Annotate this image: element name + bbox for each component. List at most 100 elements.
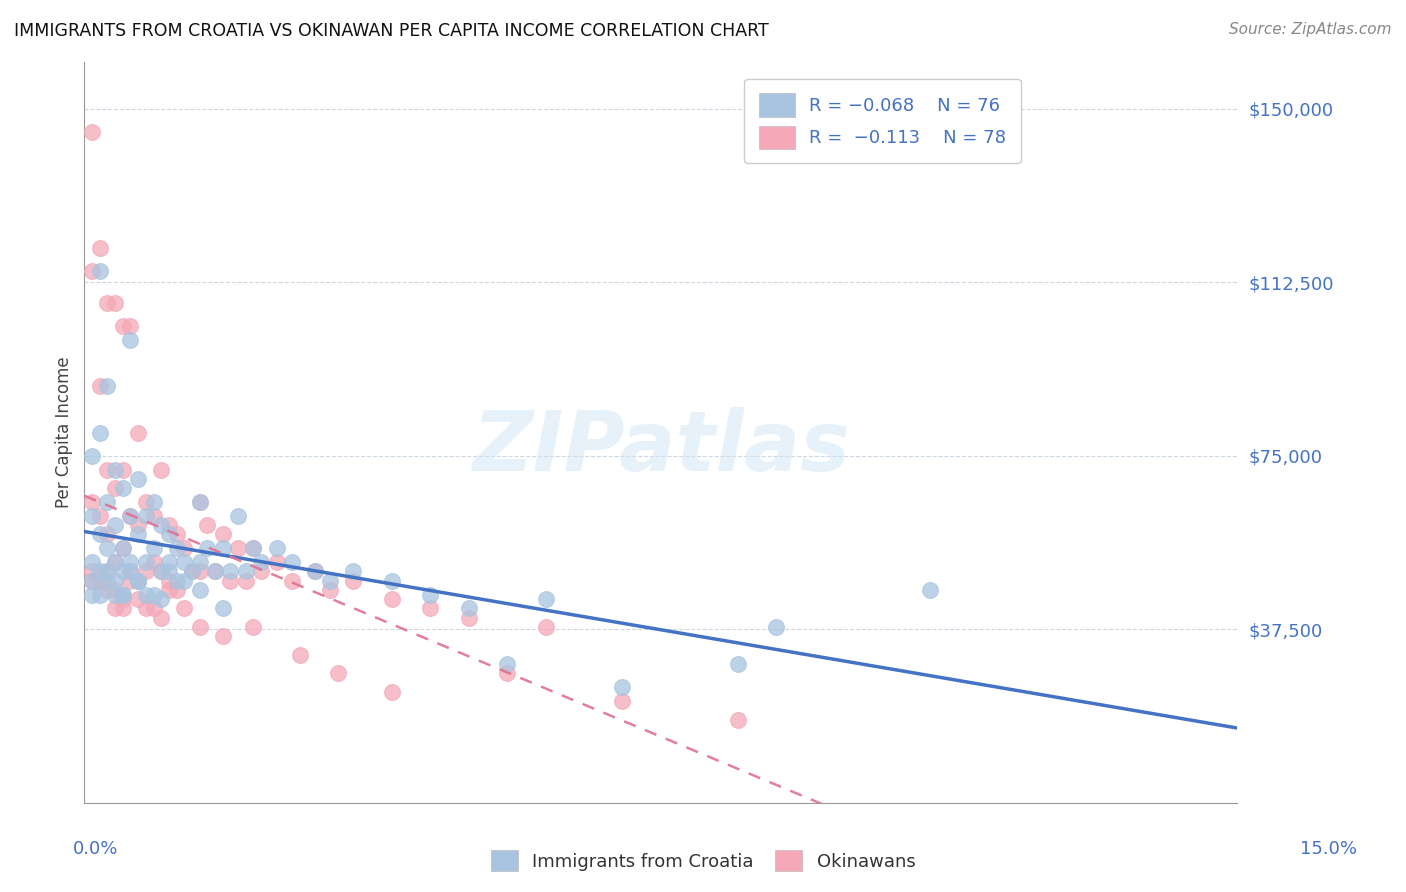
Point [457, 610, 479, 624]
Point [127, 472, 149, 486]
Point [235, 574, 257, 588]
Point [457, 601, 479, 615]
Point [127, 518, 149, 533]
Point [188, 495, 211, 509]
Point [111, 319, 134, 334]
Point [80, 449, 103, 463]
Point [80, 508, 103, 523]
Point [181, 565, 204, 579]
Point [104, 588, 127, 602]
Point [496, 657, 519, 671]
Point [104, 296, 127, 310]
Point [304, 565, 326, 579]
Point [127, 574, 149, 588]
Point [96, 379, 118, 393]
Point [304, 565, 326, 579]
Point [111, 481, 134, 495]
Point [135, 601, 157, 615]
Point [89, 574, 111, 588]
Point [96, 296, 118, 310]
Point [135, 495, 157, 509]
Legend: Immigrants from Croatia, Okinawans: Immigrants from Croatia, Okinawans [484, 843, 922, 879]
Point [96, 565, 118, 579]
Point [612, 680, 634, 694]
Point [80, 555, 103, 569]
Text: ZIPatlas: ZIPatlas [472, 407, 849, 488]
Point [157, 527, 180, 541]
Point [219, 574, 242, 588]
Point [111, 588, 134, 602]
Point [111, 462, 134, 476]
Point [89, 263, 111, 277]
Point [89, 565, 111, 579]
Point [381, 574, 404, 588]
Point [166, 541, 188, 556]
Point [96, 527, 118, 541]
Point [419, 588, 441, 602]
Point [534, 592, 557, 607]
Point [89, 527, 111, 541]
Text: IMMIGRANTS FROM CROATIA VS OKINAWAN PER CAPITA INCOME CORRELATION CHART: IMMIGRANTS FROM CROATIA VS OKINAWAN PER … [14, 22, 769, 40]
Point [89, 240, 111, 255]
Point [150, 565, 173, 579]
Point [150, 592, 173, 607]
Point [142, 555, 165, 569]
Point [80, 125, 103, 139]
Point [111, 541, 134, 556]
Point [135, 588, 157, 602]
Point [250, 565, 273, 579]
Point [80, 588, 103, 602]
Point [150, 518, 173, 533]
Point [727, 657, 749, 671]
Point [111, 588, 134, 602]
Point [96, 541, 118, 556]
Point [150, 462, 173, 476]
Point [204, 565, 226, 579]
Point [319, 574, 342, 588]
Point [226, 541, 249, 556]
Point [150, 565, 173, 579]
Text: Source: ZipAtlas.com: Source: ZipAtlas.com [1229, 22, 1392, 37]
Point [104, 574, 127, 588]
Point [211, 601, 233, 615]
Point [211, 541, 233, 556]
Point [127, 527, 149, 541]
Point [188, 582, 211, 597]
Point [104, 481, 127, 495]
Point [111, 541, 134, 556]
Point [111, 601, 134, 615]
Point [120, 574, 142, 588]
Point [381, 592, 404, 607]
Point [381, 685, 404, 699]
Point [89, 574, 111, 588]
Point [157, 518, 180, 533]
Point [204, 565, 226, 579]
Point [142, 495, 165, 509]
Point [80, 574, 103, 588]
Point [281, 555, 304, 569]
Point [235, 565, 257, 579]
Text: 15.0%: 15.0% [1301, 840, 1357, 858]
Point [250, 555, 273, 569]
Point [80, 565, 103, 579]
Point [111, 592, 134, 607]
Point [727, 713, 749, 727]
Point [342, 565, 364, 579]
Point [96, 574, 118, 588]
Point [157, 582, 180, 597]
Point [157, 574, 180, 588]
Point [188, 565, 211, 579]
Point [226, 508, 249, 523]
Point [120, 555, 142, 569]
Point [288, 648, 311, 662]
Point [188, 555, 211, 569]
Point [135, 555, 157, 569]
Point [157, 565, 180, 579]
Point [188, 620, 211, 634]
Point [104, 555, 127, 569]
Point [80, 263, 103, 277]
Point [104, 555, 127, 569]
Point [419, 601, 441, 615]
Point [612, 694, 634, 708]
Point [242, 541, 264, 556]
